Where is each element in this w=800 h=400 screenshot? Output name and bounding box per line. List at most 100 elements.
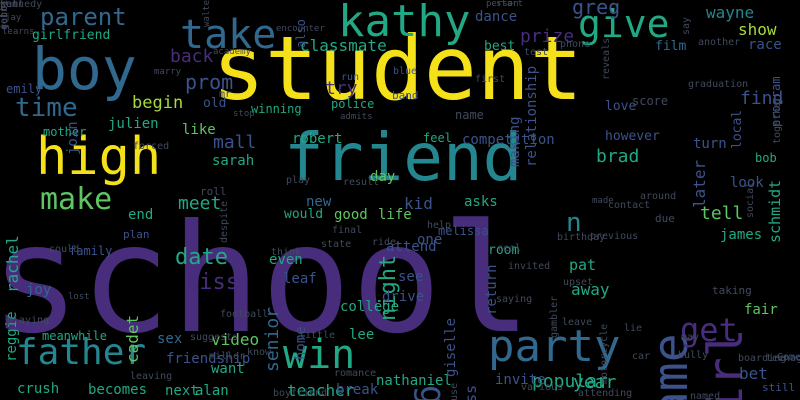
word-miller: miller xyxy=(209,351,246,362)
word-admits: admits xyxy=(340,112,373,122)
word-know: know xyxy=(247,347,272,358)
word-result: result xyxy=(343,177,380,188)
word-roll: roll xyxy=(200,185,227,198)
word-popular: popular xyxy=(532,371,608,392)
word-year: year xyxy=(573,372,617,393)
word-back: back xyxy=(170,46,214,67)
word-person: person xyxy=(486,0,519,9)
word-love: love xyxy=(605,99,637,114)
word-run: run xyxy=(341,72,360,83)
word-boy: boy xyxy=(32,35,137,103)
word-schmidt: schmidt xyxy=(766,179,784,243)
word-previous: previous xyxy=(590,231,639,242)
word-race: race xyxy=(748,37,782,53)
word-winning: winning xyxy=(251,102,302,116)
word-invite: invite xyxy=(495,372,546,388)
word-learns: learns xyxy=(2,27,35,37)
word-pat: pat xyxy=(569,256,597,274)
word-night: night xyxy=(376,254,401,321)
word-may: may xyxy=(681,332,700,343)
word-contact: contact xyxy=(608,200,651,211)
word-nathaniel: nathaniel xyxy=(376,373,452,389)
word-video: video xyxy=(211,330,260,349)
word-joy: joy xyxy=(26,282,52,298)
word-despite: despite xyxy=(219,200,230,243)
word-could: could xyxy=(49,244,80,255)
word-say: say xyxy=(681,16,692,35)
word-graduation: graduation xyxy=(688,79,749,90)
word-dance: dance xyxy=(475,9,518,25)
word-start: start xyxy=(496,0,524,9)
word-later: later xyxy=(690,159,709,208)
word-would: would xyxy=(284,207,324,222)
word-real: real xyxy=(497,243,522,254)
word-away: away xyxy=(571,280,610,299)
word-making: making xyxy=(507,116,523,167)
word-date: date xyxy=(175,245,228,270)
word-parent: parent xyxy=(40,3,127,31)
word-rachel: rachel xyxy=(3,235,22,293)
word-film: film xyxy=(655,39,687,54)
word-named: named xyxy=(690,391,721,400)
word-brad: brad xyxy=(596,146,640,167)
word-encounter: encounter xyxy=(276,24,325,34)
word-state: state xyxy=(321,239,352,250)
word-greg: greg xyxy=(572,0,621,19)
word-test: test xyxy=(524,47,549,58)
word-think: think xyxy=(271,247,302,258)
word-make: make xyxy=(40,182,113,217)
word-next: next xyxy=(165,383,199,399)
word-break: break xyxy=(336,382,379,398)
word-prize: prize xyxy=(520,26,575,47)
word-saying: saying xyxy=(496,294,533,305)
word-playing: playing xyxy=(7,315,50,326)
word-taking: taking xyxy=(712,284,752,297)
word-student: student xyxy=(212,17,583,120)
word-teenager: teenager xyxy=(766,353,800,364)
word-band: band xyxy=(392,89,419,102)
word-attend: attend xyxy=(386,239,437,255)
word-made: made xyxy=(592,196,614,206)
word-birthday: birthday xyxy=(557,232,606,243)
word-final: final xyxy=(332,225,363,236)
word-invited: invited xyxy=(508,261,551,272)
word-cadet: cadet xyxy=(123,314,142,363)
word-lee: lee xyxy=(349,327,375,343)
word-bob: bob xyxy=(755,151,777,165)
word-friend: friend xyxy=(284,119,523,196)
word-sarah: sarah xyxy=(212,153,255,169)
word-new: new xyxy=(306,194,332,210)
word-sex: sex xyxy=(157,331,183,347)
word-crush: crush xyxy=(17,381,60,397)
word-want: want xyxy=(211,361,245,377)
word-feel: feel xyxy=(423,131,452,145)
word-lost: lost xyxy=(68,292,90,302)
word-house: house xyxy=(449,382,460,400)
word-lie: lie xyxy=(624,323,643,334)
word-give: give xyxy=(578,2,670,46)
word-blue: blue xyxy=(393,66,418,77)
word-kathy: kathy xyxy=(338,0,471,47)
word-one: one xyxy=(417,232,443,248)
word-social: social xyxy=(745,181,756,218)
word-attending: attending xyxy=(578,388,633,399)
word-father: father xyxy=(16,332,147,373)
word-see: see xyxy=(398,269,424,285)
word-walter: walter xyxy=(202,0,212,27)
word-police: police xyxy=(331,97,375,111)
word-together: together xyxy=(772,95,783,144)
word-college: college xyxy=(340,299,400,315)
word-life: life xyxy=(378,207,412,223)
word-even: even xyxy=(269,252,303,268)
word-leaf: leaf xyxy=(283,271,317,287)
word-day: day xyxy=(370,169,396,185)
word-giselle: giselle xyxy=(443,317,459,377)
word-due: due xyxy=(655,212,675,225)
word-pam: pam xyxy=(0,0,19,10)
word-however: however xyxy=(605,129,660,144)
word-melissa: melissa xyxy=(438,224,489,238)
word-drive: drive xyxy=(382,289,425,305)
word-score: score xyxy=(632,94,669,108)
word-becomes: becomes xyxy=(88,382,148,398)
